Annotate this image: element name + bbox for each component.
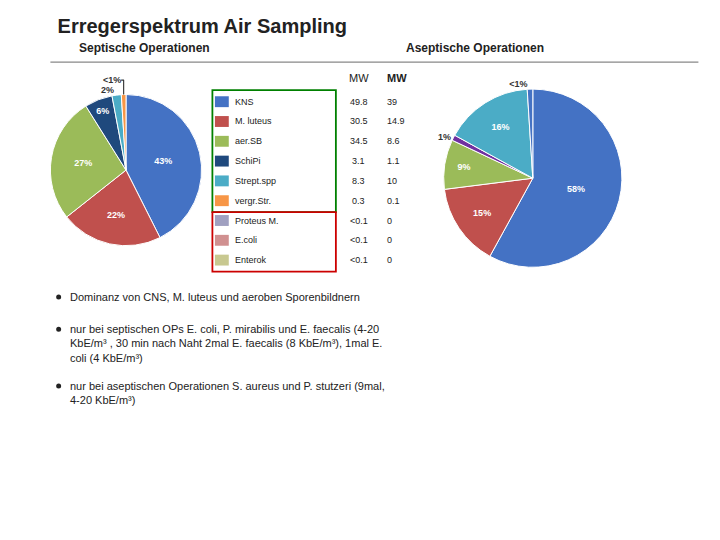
svg-text:<1%: <1% (103, 75, 121, 85)
svg-text:<1%: <1% (509, 79, 527, 89)
svg-text:<0.1: <0.1 (350, 255, 368, 265)
svg-text:SchiPi: SchiPi (235, 156, 261, 166)
svg-text:vergr.Str.: vergr.Str. (235, 196, 271, 206)
svg-text:30.5: 30.5 (350, 116, 368, 126)
svg-text:MW: MW (349, 72, 369, 84)
svg-text:16%: 16% (492, 122, 510, 132)
svg-text:1%: 1% (438, 132, 451, 142)
svg-text:<0.1: <0.1 (350, 216, 368, 226)
svg-text:3.1: 3.1 (352, 156, 365, 166)
svg-text:0: 0 (387, 216, 392, 226)
svg-text:Enterok: Enterok (235, 255, 267, 265)
svg-text:nur bei aseptischen Operatione: nur bei aseptischen Operationen S. aureu… (70, 380, 385, 406)
svg-text:10: 10 (387, 176, 397, 186)
svg-text:39: 39 (387, 97, 397, 107)
svg-text:9%: 9% (457, 162, 470, 172)
svg-text:2%: 2% (101, 85, 114, 95)
svg-text:E.coli: E.coli (235, 235, 257, 245)
svg-text:22%: 22% (107, 210, 125, 220)
svg-text:27%: 27% (74, 158, 92, 168)
svg-text:49.8: 49.8 (350, 97, 368, 107)
svg-text:M. luteus: M. luteus (235, 116, 272, 126)
svg-text:1.1: 1.1 (387, 156, 400, 166)
svg-text:nur bei septischen OPs E. coli: nur bei septischen OPs E. coli, P. mirab… (70, 323, 382, 364)
svg-text:34.5: 34.5 (350, 136, 368, 146)
svg-text:KNS: KNS (235, 97, 254, 107)
svg-text:0.3: 0.3 (352, 196, 365, 206)
svg-text:15%: 15% (473, 208, 491, 218)
svg-text:Proteus M.: Proteus M. (235, 216, 279, 226)
svg-text:8.6: 8.6 (387, 136, 400, 146)
svg-text:14.9: 14.9 (387, 116, 405, 126)
svg-text:6%: 6% (96, 106, 109, 116)
svg-text:<0.1: <0.1 (350, 235, 368, 245)
svg-text:Dominanz von CNS, M. luteus un: Dominanz von CNS, M. luteus und aeroben … (70, 291, 360, 303)
svg-text:43%: 43% (154, 156, 172, 166)
svg-text:8.3: 8.3 (352, 176, 365, 186)
svg-text:0: 0 (387, 235, 392, 245)
svg-text:0: 0 (387, 255, 392, 265)
svg-text:Septische Operationen: Septische Operationen (79, 41, 210, 55)
svg-text:Aseptische Operationen: Aseptische Operationen (406, 41, 544, 55)
svg-text:Strept.spp: Strept.spp (235, 176, 276, 186)
svg-text:0.1: 0.1 (387, 196, 400, 206)
svg-text:MW: MW (387, 72, 407, 84)
svg-text:58%: 58% (567, 184, 585, 194)
svg-text:aer.SB: aer.SB (235, 136, 262, 146)
svg-text:Erregerspektrum Air Sampling: Erregerspektrum Air Sampling (58, 15, 347, 37)
